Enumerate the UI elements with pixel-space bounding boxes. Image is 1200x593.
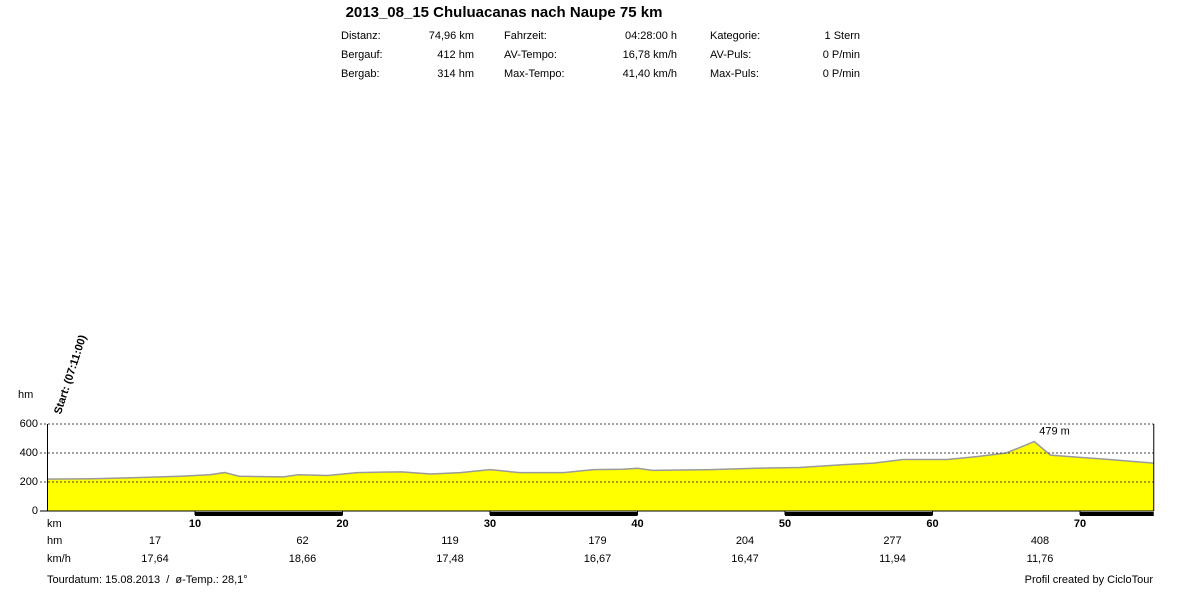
row-value: 16,47 <box>731 553 759 565</box>
x-tick-label: 20 <box>336 518 348 530</box>
x-tick-label: 40 <box>631 518 643 530</box>
stat-label: Max-Puls: <box>710 68 759 80</box>
start-label: Start: (07:11:00) <box>52 333 89 416</box>
row-value: 18,66 <box>289 553 317 565</box>
x-tick-label: 60 <box>926 518 938 530</box>
x-axis-label: km <box>47 518 62 530</box>
km-bar <box>195 512 343 516</box>
stat-value: 412 hm <box>437 49 474 61</box>
stat-label: Kategorie: <box>710 30 760 42</box>
km-bar <box>785 512 933 516</box>
row-label: hm <box>47 535 62 547</box>
stat-value: 0 P/min <box>823 49 860 61</box>
annotation: 479 m <box>1039 425 1070 437</box>
row-value: 11,94 <box>879 553 906 565</box>
x-tick-label: 30 <box>484 518 496 530</box>
row-value: 179 <box>588 535 606 547</box>
x-tick-label: 10 <box>189 518 201 530</box>
x-tick-label: 70 <box>1074 518 1086 530</box>
stat-value: 41,40 km/h <box>623 68 677 80</box>
row-value: 11,76 <box>1027 553 1054 565</box>
stat-label: AV-Puls: <box>710 49 751 61</box>
footer-right: Profil created by CicloTour <box>1025 574 1154 586</box>
row-value: 408 <box>1031 535 1049 547</box>
stat-label: Distanz: <box>341 30 381 42</box>
stat-label: Bergauf: <box>341 49 383 61</box>
title: 2013_08_15 Chuluacanas nach Naupe 75 km <box>346 4 663 21</box>
stat-value: 74,96 km <box>429 30 474 42</box>
row-value: 277 <box>883 535 901 547</box>
y-tick-label: 600 <box>20 418 38 430</box>
y-axis-label: hm <box>18 389 33 401</box>
row-value: 17 <box>149 535 161 547</box>
stat-value: 16,78 km/h <box>623 49 677 61</box>
y-tick-label: 400 <box>20 447 38 459</box>
row-value: 16,67 <box>584 553 612 565</box>
row-value: 119 <box>441 535 459 547</box>
y-tick-label: 200 <box>20 476 38 488</box>
stat-label: Fahrzeit: <box>504 30 547 42</box>
elevation-area <box>47 441 1154 511</box>
stat-label: Max-Tempo: <box>504 68 565 80</box>
footer-left: Tourdatum: 15.08.2013 / ø-Temp.: 28,1° <box>47 574 248 586</box>
stat-value: 1 Stern <box>825 30 860 42</box>
km-bar <box>490 512 638 516</box>
stat-label: Bergab: <box>341 68 380 80</box>
row-value: 17,64 <box>141 553 169 565</box>
stat-value: 0 P/min <box>823 68 860 80</box>
stat-label: AV-Tempo: <box>504 49 557 61</box>
km-bar <box>1080 512 1154 516</box>
row-value: 204 <box>736 535 754 547</box>
elevation-line <box>47 440 1154 480</box>
row-label: km/h <box>47 553 71 565</box>
x-tick-label: 50 <box>779 518 791 530</box>
row-value: 17,48 <box>436 553 464 565</box>
stat-value: 314 hm <box>437 68 474 80</box>
row-value: 62 <box>296 535 308 547</box>
y-tick-label: 0 <box>32 505 38 517</box>
stat-value: 04:28:00 h <box>625 30 677 42</box>
